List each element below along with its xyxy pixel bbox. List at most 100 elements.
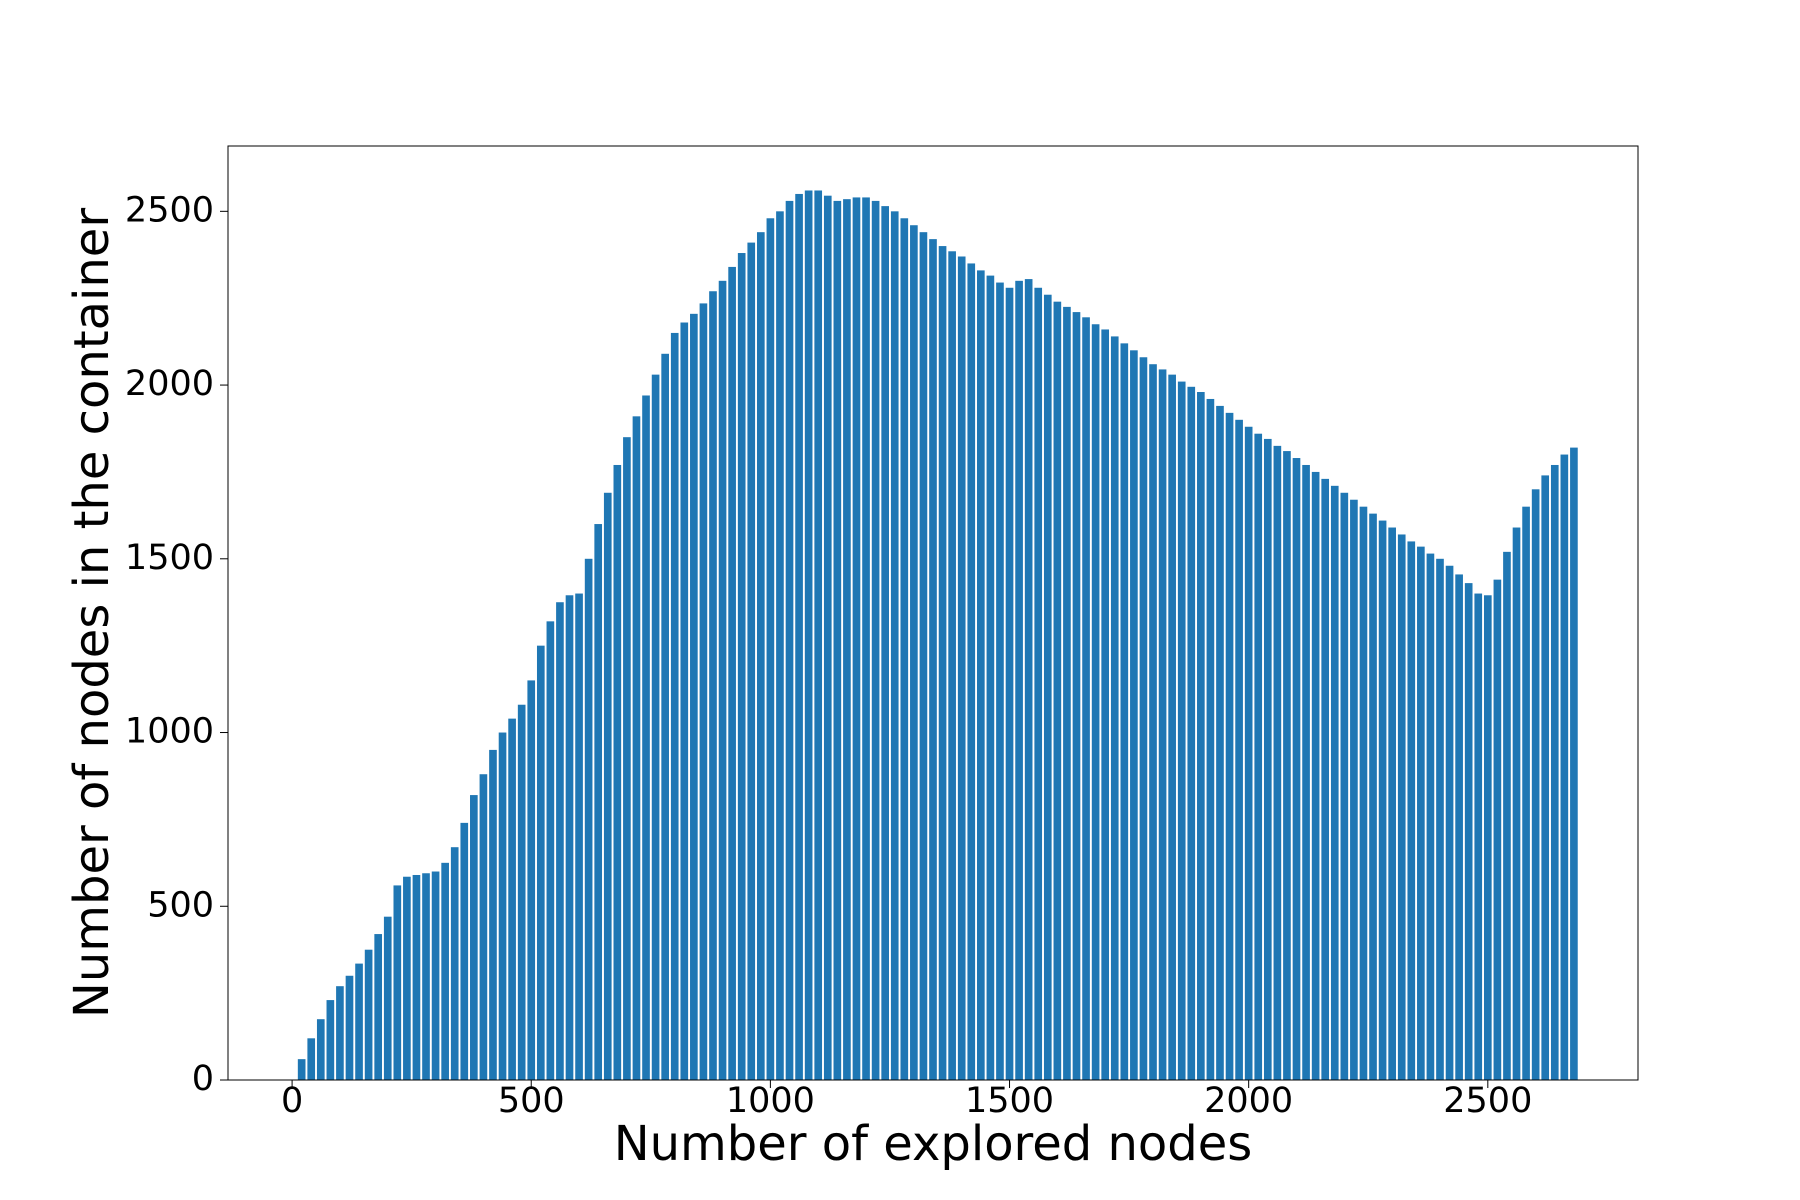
- bar: [1082, 317, 1090, 1080]
- bar: [718, 280, 727, 1080]
- bar: [862, 197, 870, 1080]
- bar: [1063, 306, 1071, 1080]
- bar: [594, 524, 603, 1080]
- bar: [450, 847, 459, 1080]
- y-tick-label: 0: [192, 1059, 214, 1099]
- bar: [919, 232, 928, 1081]
- y-tick-label: 2500: [125, 190, 214, 230]
- bar: [977, 270, 985, 1080]
- bar: [1474, 593, 1483, 1080]
- bar: [1091, 324, 1100, 1081]
- bar: [508, 718, 516, 1080]
- bar: [890, 211, 899, 1080]
- bar: [871, 200, 880, 1081]
- bar: [1273, 445, 1282, 1080]
- bar: [1292, 458, 1301, 1080]
- bar: [613, 464, 622, 1081]
- bar: [814, 190, 823, 1080]
- bar: [1512, 527, 1521, 1080]
- bar: [632, 416, 641, 1080]
- bar: [307, 1038, 316, 1080]
- bar: [661, 353, 669, 1080]
- x-tick-label: 500: [498, 1081, 565, 1121]
- bar: [1426, 553, 1435, 1080]
- bar: [996, 282, 1004, 1081]
- bar: [498, 732, 507, 1080]
- bar: [1369, 513, 1377, 1080]
- bar: [336, 986, 344, 1080]
- bar: [833, 200, 842, 1081]
- bar: [1311, 471, 1320, 1080]
- bar: [383, 916, 392, 1080]
- bar: [1359, 506, 1368, 1081]
- bar: [843, 199, 851, 1080]
- bar: [326, 1000, 335, 1080]
- bar: [986, 275, 995, 1080]
- bar: [1197, 392, 1205, 1081]
- bar: [728, 266, 736, 1080]
- bar: [1302, 464, 1310, 1081]
- bar: [584, 558, 593, 1080]
- bar: [479, 774, 488, 1080]
- bar: [603, 492, 612, 1081]
- bar: [1034, 287, 1043, 1081]
- bar: [1493, 579, 1502, 1080]
- bar: [651, 374, 660, 1081]
- bar: [1283, 451, 1291, 1080]
- bar: [766, 218, 775, 1080]
- bar: [1216, 405, 1224, 1081]
- bar: [517, 704, 526, 1080]
- y-tick-label: 1000: [125, 712, 214, 752]
- bar: [623, 437, 631, 1080]
- bar: [709, 291, 717, 1080]
- bar: [1110, 336, 1119, 1080]
- bar: [948, 251, 956, 1081]
- bar: [1455, 574, 1463, 1080]
- x-tick-label: 1000: [726, 1081, 815, 1121]
- bar: [795, 193, 803, 1080]
- bar: [536, 645, 545, 1080]
- bar: [489, 749, 497, 1080]
- bar: [823, 195, 832, 1081]
- bar: [1235, 419, 1243, 1081]
- x-axis-label: Number of explored nodes: [614, 1116, 1253, 1172]
- bar: [1330, 485, 1339, 1080]
- bar: [393, 885, 402, 1080]
- y-tick-label: 500: [147, 885, 214, 925]
- bar: [670, 332, 679, 1081]
- bar: [1206, 398, 1215, 1080]
- bar: [1187, 386, 1196, 1080]
- bar: [967, 263, 976, 1080]
- bar: [1531, 489, 1540, 1080]
- bar: [1503, 551, 1511, 1080]
- bar: [1550, 464, 1559, 1081]
- bar: [316, 1019, 325, 1080]
- bar: [680, 322, 689, 1080]
- bar: [546, 621, 555, 1080]
- bar: [1005, 287, 1014, 1081]
- bar: [441, 862, 449, 1080]
- bar: [776, 211, 784, 1080]
- bar: [1225, 412, 1234, 1080]
- bar: [460, 822, 469, 1080]
- bar: [1340, 492, 1349, 1081]
- bar: [1168, 374, 1176, 1081]
- bar: [1263, 438, 1272, 1080]
- bar: [957, 256, 966, 1080]
- x-tick-label: 0: [281, 1081, 303, 1121]
- x-tick-label: 2000: [1204, 1081, 1293, 1121]
- bar: [1436, 558, 1444, 1080]
- x-tick-label: 2500: [1443, 1081, 1532, 1121]
- bar: [403, 876, 411, 1080]
- bar: [355, 963, 363, 1080]
- bar: [1101, 329, 1110, 1080]
- bar: [1254, 433, 1263, 1081]
- bar: [1072, 312, 1081, 1080]
- bar: [910, 225, 918, 1081]
- bar: [1321, 478, 1330, 1081]
- bar: [938, 246, 947, 1081]
- bar: [422, 873, 430, 1080]
- bar: [1149, 364, 1157, 1080]
- bar: [364, 949, 373, 1080]
- bar: [881, 206, 889, 1080]
